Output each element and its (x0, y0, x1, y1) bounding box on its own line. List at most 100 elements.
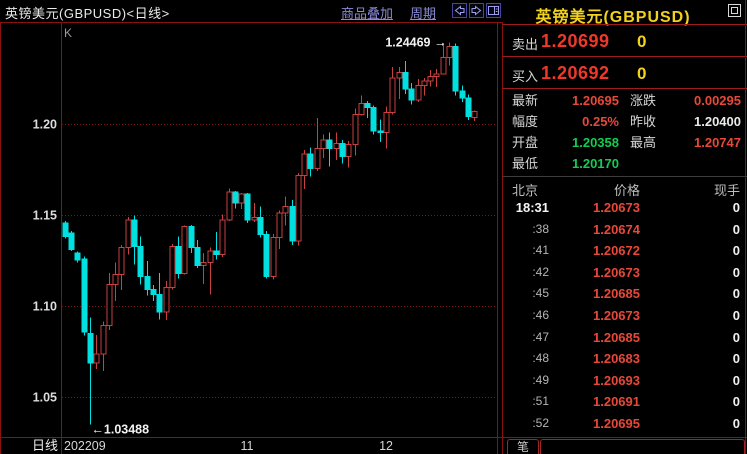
tick-header-time: 北京 (512, 183, 539, 198)
tick-row: :45 1.20685 0 (503, 283, 747, 304)
y-tick-label: 1.20 (33, 118, 57, 132)
y-axis-labels: 1.20 1.15 1.10 1.05 (33, 118, 57, 405)
panel-divider (502, 0, 503, 454)
candlestick-chart[interactable]: 1.20 1.15 1.10 1.05 日线 202209 11 12 K 1.24469 → ←1… (0, 0, 503, 454)
x-axis-labels: 日线 202209 11 12 (32, 438, 393, 453)
tick-price: 1.20693 (593, 372, 640, 388)
tick-volume: 0 (732, 264, 740, 280)
tile-windows-icon (486, 3, 501, 18)
right-arrow-icon (469, 3, 484, 18)
y-tick-label: 1.10 (33, 300, 57, 314)
tick-row: :48 1.20683 0 (503, 348, 747, 369)
tick-price: 1.20695 (593, 416, 640, 431)
tick-price: 1.20691 (593, 394, 640, 410)
tick-row: :41 1.20672 0 (503, 240, 747, 261)
tick-volume: 0 (732, 351, 740, 367)
chart-title: 英镑美元(GBPUSD)<日线> (5, 6, 170, 21)
quote-field-label: 最高 (630, 135, 657, 150)
quote-field-value: 1.20747 (694, 135, 741, 150)
quote-field-label: 最新 (512, 93, 539, 108)
tick-time: :52 (532, 416, 549, 430)
y-tick-label: 1.15 (33, 209, 57, 223)
tick-time: :51 (532, 394, 549, 409)
x-axis-label: 12 (379, 439, 393, 453)
restore-window-icon (728, 4, 741, 17)
quote-panel: 英镑美元(GBPUSD) 卖出 1.20699 0 买入 1.20692 0 最… (503, 0, 747, 454)
tick-time: :46 (532, 308, 549, 322)
tile-windows-button[interactable] (486, 3, 501, 18)
tick-volume: 0 (732, 308, 740, 323)
tick-price: 1.20674 (593, 221, 640, 237)
x-axis-label: 202209 (64, 439, 106, 453)
tick-time: :41 (532, 243, 549, 258)
tab-tick[interactable]: 笔 (507, 439, 539, 454)
tick-row: :49 1.20693 0 (503, 370, 747, 391)
tick-header-price: 价格 (613, 183, 640, 198)
symbol-title: 英镑美元(GBPUSD) (535, 9, 691, 26)
buy-label: 买入 (512, 69, 539, 84)
tick-time: :45 (532, 286, 549, 301)
tick-volume: 0 (732, 372, 740, 388)
quote-field-value: 1.20358 (572, 135, 619, 150)
divider (503, 56, 747, 57)
left-arrow-icon (452, 3, 467, 18)
sell-price: 1.20699 (541, 31, 610, 51)
sell-label: 卖出 (512, 37, 539, 52)
y-tick-label: 1.05 (33, 391, 57, 405)
restore-window-button[interactable] (727, 3, 742, 18)
divider (503, 176, 747, 177)
quote-field-label: 开盘 (512, 135, 539, 150)
quote-field-label: 最低 (512, 156, 539, 171)
quote-field-value: 0.00295 (694, 93, 741, 108)
tick-price: 1.20672 (593, 243, 640, 259)
tick-time: :49 (532, 372, 549, 387)
tick-row: :52 1.20695 0 (503, 413, 747, 434)
tick-volume: 0 (732, 286, 740, 302)
prev-chart-button[interactable] (452, 3, 467, 18)
window-right-border (745, 0, 746, 454)
tick-time: 18:31 (515, 200, 549, 215)
menu-item-period[interactable]: 周期 (410, 6, 437, 21)
tick-time: :47 (532, 329, 549, 344)
buy-size: 0 (637, 64, 647, 83)
next-chart-button[interactable] (469, 3, 484, 18)
quote-field-value: 1.20170 (572, 156, 619, 171)
tick-time: :48 (532, 351, 549, 366)
buy-price: 1.20692 (541, 63, 610, 83)
tick-price: 1.20673 (593, 308, 640, 323)
sell-size: 0 (637, 32, 647, 51)
tick-price: 1.20685 (593, 286, 640, 302)
tick-row: 18:31 1.20673 0 (503, 197, 747, 218)
quote-field-label: 幅度 (512, 114, 539, 129)
axis-divider-line (0, 437, 747, 438)
tick-price: 1.20685 (593, 329, 640, 345)
tick-time: :42 (532, 264, 549, 279)
k-indicator-label: K (64, 26, 72, 40)
tick-time: :38 (532, 221, 549, 236)
tab-bar-spacer (540, 439, 745, 454)
low-annotation: ←1.03488 (91, 423, 149, 437)
quote-field-label: 涨跌 (630, 93, 657, 108)
quote-field-value: 1.20400 (694, 114, 741, 129)
chart-panel: 英镑美元(GBPUSD)<日线> 商品叠加 周期 (0, 0, 503, 454)
candles (62, 42, 478, 425)
tick-row: :46 1.20673 0 (503, 305, 747, 326)
sell-quote-row: 卖出 1.20699 0 (503, 26, 747, 56)
tick-price: 1.20673 (593, 200, 640, 215)
tick-header-volume: 现手 (713, 183, 740, 198)
menu-item-overlay[interactable]: 商品叠加 (341, 6, 394, 21)
window-left-border (0, 0, 1, 454)
tick-volume: 0 (732, 329, 740, 345)
quote-field-value: 0.25% (582, 114, 619, 129)
tick-row: :38 1.20674 0 (503, 219, 747, 240)
tick-volume: 0 (732, 416, 740, 431)
tick-price: 1.20683 (593, 351, 640, 367)
price-gridlines (62, 124, 497, 398)
chart-period-label: 日线 (32, 438, 58, 453)
tick-volume: 0 (732, 200, 740, 215)
tick-row: :42 1.20673 0 (503, 262, 747, 283)
tick-row: :47 1.20685 0 (503, 327, 747, 348)
tick-table-header: 北京 价格 现手 (503, 180, 747, 198)
x-axis-label: 11 (241, 439, 254, 453)
